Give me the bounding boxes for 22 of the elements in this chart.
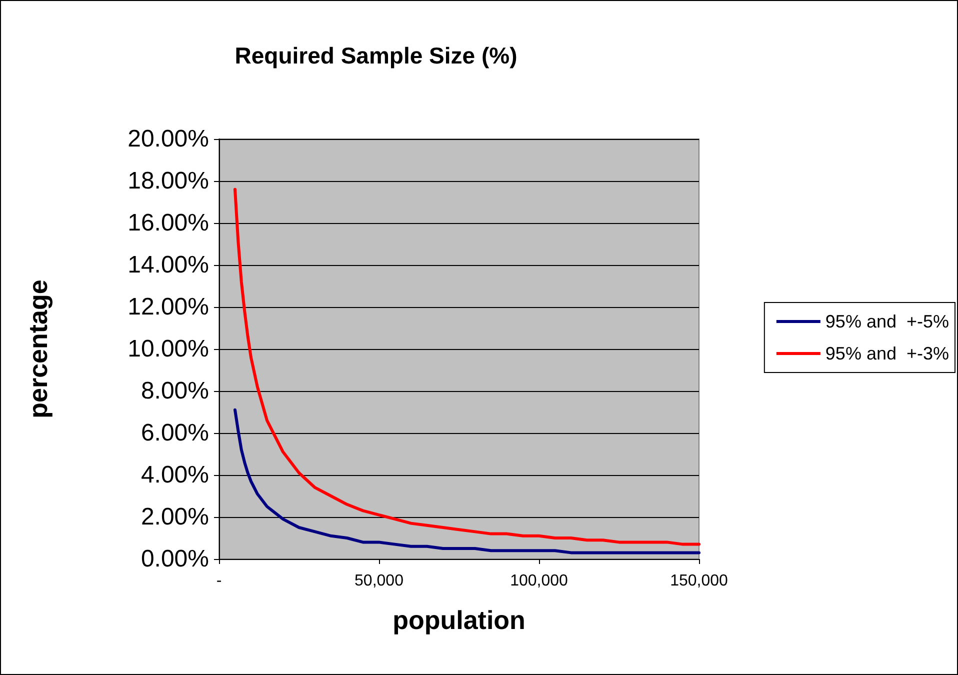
y-tick-label: 6.00% [140, 420, 209, 446]
legend-label: 95% and +-5% [825, 312, 950, 332]
y-tick-label: 18.00% [128, 168, 209, 194]
line-series [234, 188, 700, 546]
x-tick-label: 150,000 [670, 572, 728, 590]
y-tick-label: 16.00% [128, 210, 209, 236]
chart-title: Required Sample Size (%) [234, 42, 518, 68]
line-series [234, 408, 700, 554]
x-tick-label: 100,000 [510, 572, 568, 590]
x-axis-title: population [392, 605, 526, 635]
y-tick-label: 0.00% [140, 546, 209, 572]
y-tick-label: 12.00% [128, 294, 209, 320]
x-tick-label: - [216, 572, 222, 590]
y-tick-label: 20.00% [128, 126, 209, 152]
y-tick-label: 8.00% [140, 378, 209, 404]
y-tick-label: 2.00% [140, 504, 209, 530]
y-tick-label: 4.00% [140, 462, 209, 488]
y-tick-label: 10.00% [128, 336, 209, 362]
y-tick-label: 14.00% [128, 252, 209, 278]
legend-label: 95% and +-3% [825, 344, 950, 364]
y-axis-title: percentage [23, 280, 53, 418]
x-tick-label: 50,000 [354, 572, 404, 590]
